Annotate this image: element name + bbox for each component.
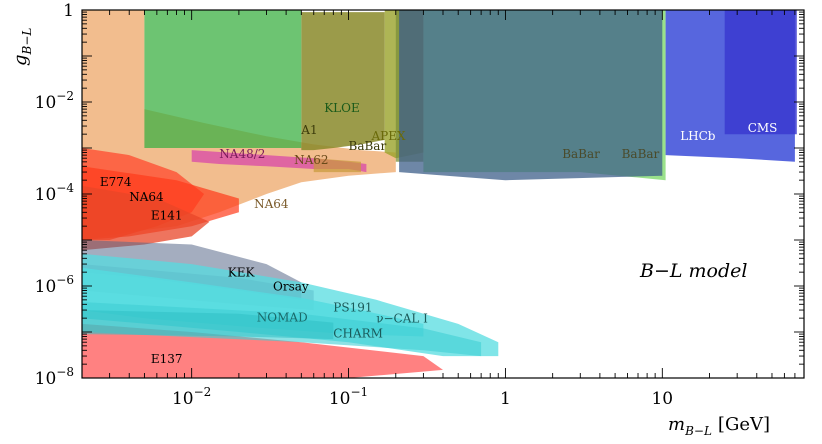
y-tick-label: 1 xyxy=(63,1,74,21)
region-label--cal-i: ν−CAL I xyxy=(376,312,428,326)
y-tick-label: 10−6 xyxy=(35,273,74,297)
region-label-e137: E137 xyxy=(151,352,183,366)
region-label-charm: CHARM xyxy=(333,327,383,341)
region-a1 xyxy=(301,12,385,151)
y-tick-label: 10−8 xyxy=(35,365,74,389)
region-label-apex: APEX xyxy=(371,129,407,143)
region-label-lhcb: LHCb xyxy=(680,129,716,143)
x-axis-subscript: B−L xyxy=(684,424,712,438)
region-e141 xyxy=(82,185,210,251)
x-axis-symbol: m xyxy=(668,414,685,435)
region-label-na64: NA64 xyxy=(254,197,289,211)
region-label-ps191: PS191 xyxy=(333,300,372,314)
x-axis-label: mB−L [GeV] xyxy=(668,414,770,438)
region-na62 xyxy=(313,158,361,173)
region-label-na64: NA64 xyxy=(129,190,164,204)
region-kloe xyxy=(144,10,302,148)
y-tick-label: 10−2 xyxy=(35,89,74,113)
region-label-nomad: NOMAD xyxy=(257,310,308,324)
y-tick-label: 10−4 xyxy=(35,181,75,205)
excluded-regions xyxy=(82,10,797,378)
region-e137 xyxy=(82,323,443,378)
region-label-kloe: KLOE xyxy=(324,101,360,115)
region-resonances xyxy=(399,10,663,181)
region-label-babar: BaBar xyxy=(622,147,660,161)
region-label-e774: E774 xyxy=(100,175,132,189)
axis-ticks xyxy=(81,9,805,379)
region-label-a1: A1 xyxy=(300,123,317,137)
region-label-e141: E141 xyxy=(151,208,183,222)
y-axis-label: gB−L xyxy=(10,28,34,66)
model-label: B−L model xyxy=(639,260,747,282)
x-tick-label: 10−1 xyxy=(329,385,368,409)
y-axis-subscript: B−L xyxy=(20,28,34,56)
region-label-na62: NA62 xyxy=(294,153,328,167)
region-cms xyxy=(724,10,797,135)
y-axis-symbol: g xyxy=(10,54,31,66)
x-tick-label: 1 xyxy=(500,389,511,409)
region-label-babar: BaBar xyxy=(562,147,600,161)
x-axis-unit: [GeV] xyxy=(718,414,770,435)
region-label-kek: KEK xyxy=(228,266,256,280)
axis-tick-labels: 10−2 10−1 1 10 10−8 10−6 10−4 10−2 1 xyxy=(35,1,673,409)
region-label-babar: BaBar xyxy=(349,139,387,153)
region-label-na48-2: NA48/2 xyxy=(219,147,265,161)
region-label-cms: CMS xyxy=(748,121,778,135)
region-label-orsay: Orsay xyxy=(273,280,309,294)
x-tick-label: 10 xyxy=(651,389,673,409)
region-nomad xyxy=(82,310,334,340)
x-tick-label: 10−2 xyxy=(172,385,211,409)
